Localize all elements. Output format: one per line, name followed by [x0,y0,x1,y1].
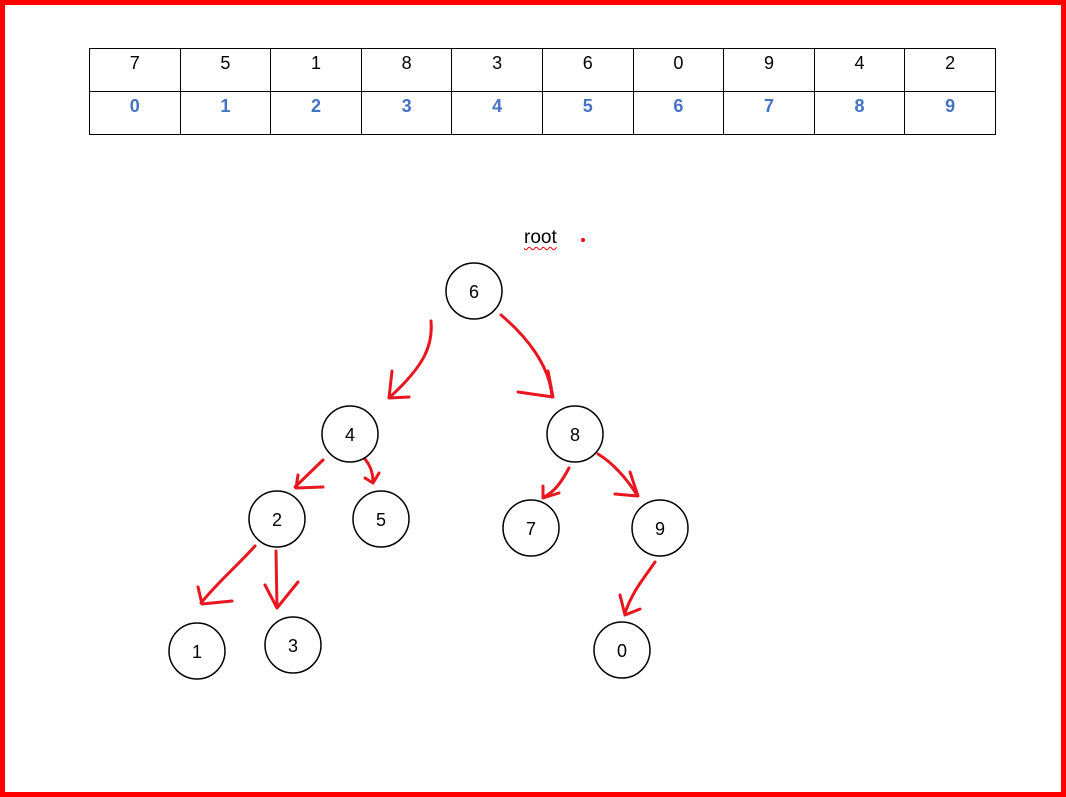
array-index-cell: 0 [89,91,181,135]
edge-arrowhead-8-9 [613,470,640,498]
red-dot-marker [581,238,585,242]
tree-node-circle [264,616,322,674]
tree-node-circle [168,622,226,680]
edge-arrowhead-4-5 [363,471,381,485]
edge-arrowhead-6-8 [516,369,555,399]
edge-arrowhead-9-0 [618,593,642,617]
array-index-cell: 9 [904,91,996,135]
edge-arrow-2-1 [199,544,257,605]
edge-arrow-2-3 [274,549,279,609]
tree-node-1: 1 [192,642,202,662]
tree-node-circle [546,405,604,463]
array-index-cell: 1 [179,91,272,135]
edge-arrowhead-6-4 [387,369,411,400]
tree-node-circle [352,490,410,548]
edge-arrowhead-4-2 [294,473,325,490]
edge-arrow-6-8 [499,313,554,399]
tree-node-circle [593,621,651,679]
array-value-cell: 7 [89,48,181,92]
tree-diagram: 6 4 8 2 5 7 9 1 3 0 [168,262,689,680]
tree-node-6: 6 [469,282,479,302]
edge-arrow-8-9 [596,452,639,497]
array-index-cell: 7 [723,91,815,135]
tree-node-8: 8 [570,425,580,445]
array-index-cell: 8 [813,91,906,135]
array-index-cell: 4 [451,91,543,135]
root-label: root [524,227,557,248]
array-index-cell: 2 [270,91,362,135]
array-table: 7 5 1 8 3 6 0 9 4 2 0 1 2 3 4 5 6 7 8 9 [89,48,996,135]
array-value-cell: 3 [451,48,543,92]
array-value-cell: 6 [541,48,634,92]
edge-arrow-9-0 [623,560,657,615]
tree-node-0: 0 [617,641,627,661]
tree-node-9: 9 [655,519,665,539]
tree-node-7: 7 [526,519,536,539]
tree-node-5: 5 [376,510,386,530]
tree-node-circle [321,405,379,463]
array-index-cell: 3 [360,91,453,135]
edge-arrow-6-4 [388,319,433,399]
edge-arrowhead-2-3 [263,580,300,610]
array-value-cell: 2 [904,48,996,92]
edge-arrow-4-2 [293,458,325,489]
tree-node-circle [631,499,689,557]
edge-arrow-4-5 [361,455,375,484]
array-indices-row: 0 1 2 3 4 5 6 7 8 9 [89,91,996,135]
tree-node-circle [445,262,503,320]
array-index-cell: 6 [632,91,725,135]
tree-node-2: 2 [272,510,282,530]
edge-arrowhead-8-7 [541,484,561,500]
edge-arrowhead-2-1 [196,585,234,606]
tree-node-4: 4 [345,425,355,445]
tree-node-circle [248,490,306,548]
array-values-row: 7 5 1 8 3 6 0 9 4 2 [89,48,996,92]
array-index-cell: 5 [541,91,634,135]
tree-node-3: 3 [288,636,298,656]
tree-node-circle [502,499,560,557]
